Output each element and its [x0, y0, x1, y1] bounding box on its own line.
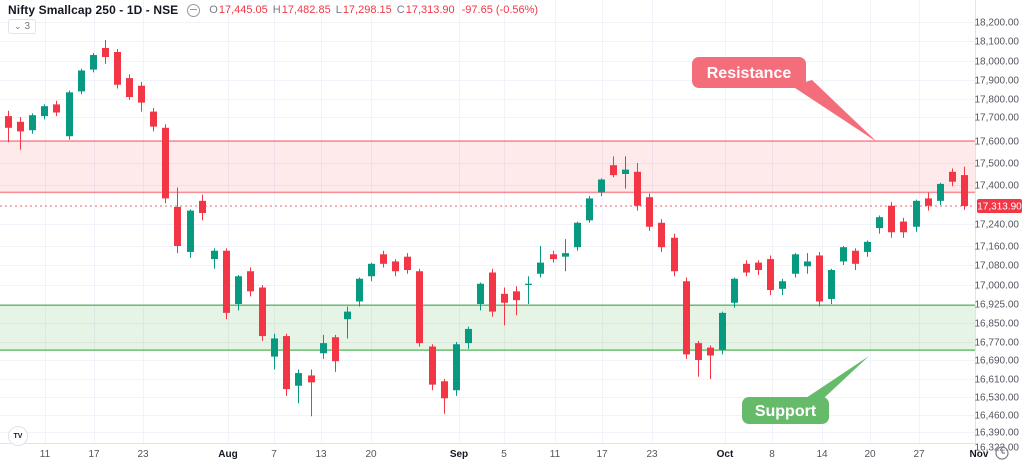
open-value: 17,445.05	[218, 4, 268, 16]
high-value: 17,482.85	[281, 4, 331, 16]
price-tick-label: 17,240.00	[975, 220, 1020, 231]
candles-layer[interactable]	[5, 40, 968, 417]
objects-count: 3	[24, 21, 31, 32]
time-tick-label: 11	[550, 449, 561, 460]
objects-collapse-button[interactable]: ⌄ 3	[8, 19, 37, 34]
timezone-clock-icon[interactable]	[995, 446, 1009, 460]
price-tick-label: 17,800.00	[975, 95, 1020, 106]
price-axis[interactable]: 18,200.00 18,100.00 18,000.00 17,900.00 17,8…	[975, 18, 1020, 454]
time-tick-label: 27	[913, 449, 925, 460]
grid-layer	[0, 0, 975, 443]
price-tick-label: 17,000.00	[975, 281, 1020, 292]
high-label: H	[272, 4, 281, 16]
support-callout[interactable]: Support	[742, 356, 869, 424]
time-tick-label: 7	[271, 449, 277, 460]
time-tick-label: Sep	[450, 449, 468, 460]
close-value: 17,313.90	[405, 4, 455, 16]
time-tick-label: 20	[365, 449, 377, 460]
price-tick-label: 17,160.00	[975, 242, 1020, 253]
change-value: -97.65 (-0.56%)	[461, 4, 539, 16]
price-tick-label: 17,080.00	[975, 261, 1020, 272]
minus-circle-icon[interactable]	[187, 3, 201, 17]
time-tick-label: 23	[137, 449, 149, 460]
time-tick-label: 13	[315, 449, 327, 460]
price-tick-label: 17,900.00	[975, 76, 1020, 87]
chevron-down-icon: ⌄	[14, 20, 22, 31]
time-tick-label: Aug	[218, 449, 237, 460]
low-value: 17,298.15	[342, 4, 392, 16]
close-label: C	[396, 4, 405, 16]
price-tick-label: 17,500.00	[975, 159, 1020, 170]
price-tick-label: 16,460.00	[975, 411, 1020, 422]
last-price-badge: 17,313.90	[977, 198, 1022, 213]
resistance-callout[interactable]: Resistance	[692, 57, 877, 142]
price-tick-label: 17,700.00	[975, 113, 1020, 124]
price-tick-label: 18,200.00	[975, 18, 1020, 29]
price-tick-label: 17,600.00	[975, 137, 1020, 148]
price-tick-label: 16,850.00	[975, 319, 1020, 330]
time-tick-label: 17	[88, 449, 100, 460]
price-tick-label: 16,690.00	[975, 356, 1020, 367]
time-tick-label: 17	[596, 449, 608, 460]
price-tick-label: 16,390.00	[975, 428, 1020, 439]
resistance-label: Resistance	[707, 65, 792, 82]
time-tick-label: 5	[501, 449, 507, 460]
time-tick-label: 20	[864, 449, 876, 460]
price-tick-label: 17,400.00	[975, 181, 1020, 192]
time-tick-label: 8	[769, 449, 775, 460]
price-tick-label: 16,322.00	[975, 443, 1020, 454]
time-axis[interactable]: 11 17 23 Aug 7 13 20 Sep 5 11 17 23 Oct 8 14 20 27 Nov	[40, 449, 989, 460]
price-tick-label: 16,610.00	[975, 375, 1020, 386]
price-tick-label: 16,925.00	[975, 300, 1020, 311]
time-tick-label: Oct	[717, 449, 734, 460]
symbol-title[interactable]: Nifty Smallcap 250 - 1D - NSE	[8, 3, 179, 17]
price-tick-label: 18,000.00	[975, 57, 1020, 68]
resistance-zone[interactable]	[0, 140, 975, 194]
tradingview-logo-text: TV	[13, 432, 23, 440]
price-tick-label: 16,770.00	[975, 338, 1020, 349]
open-label: O	[209, 4, 218, 16]
chart-legend: Nifty Smallcap 250 - 1D - NSE O 17,445.0…	[8, 3, 538, 17]
tradingview-logo[interactable]: TV	[8, 426, 28, 446]
time-tick-label: Nov	[970, 449, 989, 460]
time-tick-label: 14	[816, 449, 828, 460]
ohlc-values: O 17,445.05 H 17,482.85 L 17,298.15 C 17…	[209, 4, 538, 16]
svg-text:17,313.90: 17,313.90	[977, 201, 1022, 212]
support-label: Support	[755, 403, 817, 420]
low-label: L	[335, 4, 342, 16]
support-zone[interactable]	[0, 304, 975, 351]
price-tick-label: 16,530.00	[975, 393, 1020, 404]
time-tick-label: 11	[40, 449, 51, 460]
time-tick-label: 23	[646, 449, 658, 460]
price-tick-label: 18,100.00	[975, 37, 1020, 48]
